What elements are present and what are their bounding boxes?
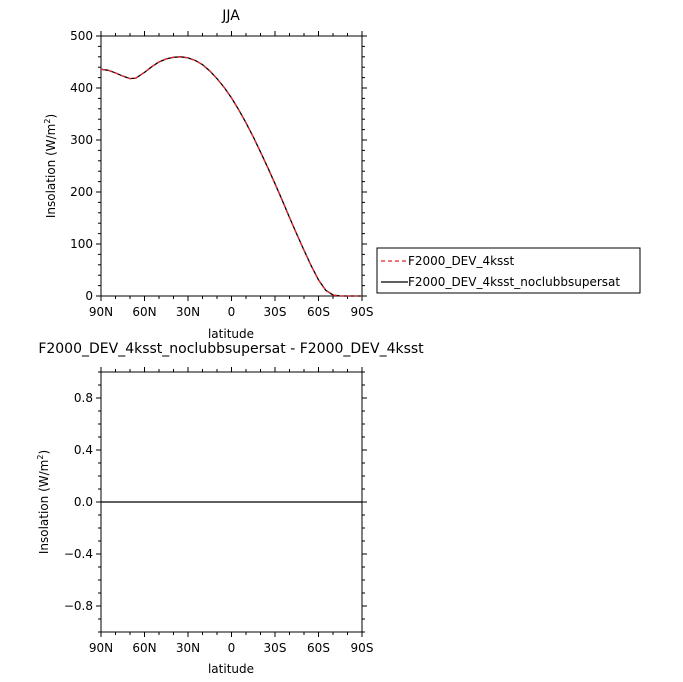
top-y-tick-label: 100 (70, 237, 93, 251)
top-x-axis-label: latitude (208, 327, 254, 341)
bottom-y-axis-label: Insolation (W/m2) (36, 450, 51, 554)
top-x-tick-label: 30N (176, 305, 200, 319)
top-panel: JJA latitude Insolation (W/m2) 90N 60N 30N… (43, 8, 373, 341)
top-y-axis-label-superscript: 2 (43, 119, 52, 124)
bottom-x-tick-label: 30S (264, 641, 287, 655)
legend: F2000_DEV_4ksst F2000_DEV_4ksst_noclubbs… (376, 247, 641, 294)
top-x-tick-label: 30S (264, 305, 287, 319)
top-y-tick-label: 400 (70, 81, 93, 95)
bottom-y-tick-label: −0.4 (64, 547, 93, 561)
legend-label-series-1: F2000_DEV_4ksst (408, 254, 515, 268)
top-x-tick-label: 60N (132, 305, 156, 319)
legend-box (376, 247, 641, 294)
bottom-y-axis-label-superscript: 2 (36, 455, 45, 460)
top-x-tick-label: 60S (307, 305, 330, 319)
bottom-x-tick-label: 60S (307, 641, 330, 655)
bottom-panel: F2000_DEV_4ksst_noclubbsupersat - F2000_… (36, 341, 424, 676)
top-series-line-2 (100, 56, 362, 297)
top-chart-title: JJA (221, 8, 240, 24)
bottom-x-tick-label: 60N (132, 641, 156, 655)
top-x-tick-label: 90S (351, 305, 374, 319)
bottom-chart-title: F2000_DEV_4ksst_noclubbsupersat - F2000_… (38, 341, 424, 357)
bottom-x-axis-label: latitude (208, 662, 254, 676)
top-series-line-1 (100, 56, 362, 297)
legend-label-series-2: F2000_DEV_4ksst_noclubbsupersat (408, 275, 620, 289)
top-y-tick-label: 200 (70, 185, 93, 199)
top-y-tick-label: 300 (70, 133, 93, 147)
top-y-axis-label-text: Insolation (W/m (44, 124, 58, 219)
bottom-y-axis-label-close: ) (37, 450, 51, 455)
top-x-tick-label: 90N (89, 305, 113, 319)
bottom-x-tick-label: 90N (89, 641, 113, 655)
bottom-x-tick-label: 30N (176, 641, 200, 655)
bottom-y-axis-label-text: Insolation (W/m (37, 460, 51, 555)
bottom-x-tick-label: 0 (228, 641, 236, 655)
bottom-y-tick-label: 0.8 (74, 391, 93, 405)
top-x-tick-label: 0 (228, 305, 236, 319)
top-y-tick-label: 500 (70, 29, 93, 43)
bottom-y-tick-label: 0.4 (74, 443, 93, 457)
bottom-x-tick-label: 90S (351, 641, 374, 655)
bottom-y-tick-label: 0.0 (74, 495, 93, 509)
top-y-axis-label: Insolation (W/m2) (43, 114, 58, 218)
top-y-axis-label-close: ) (44, 114, 58, 119)
top-y-tick-label: 0 (85, 289, 93, 303)
bottom-y-tick-label: −0.8 (64, 599, 93, 613)
